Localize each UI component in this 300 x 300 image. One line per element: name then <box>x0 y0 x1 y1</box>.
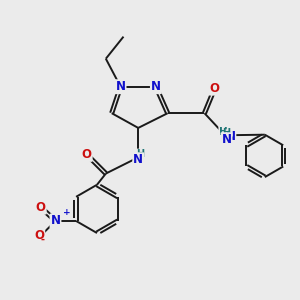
Text: H: H <box>219 127 228 137</box>
Text: N: N <box>133 153 143 166</box>
Text: O: O <box>36 201 46 214</box>
Text: O: O <box>34 229 44 242</box>
Text: H: H <box>136 149 144 159</box>
Text: +: + <box>63 208 70 217</box>
Text: O: O <box>210 82 220 95</box>
Text: -: - <box>41 235 45 245</box>
Text: O: O <box>82 148 92 161</box>
Text: N: N <box>225 130 236 143</box>
Text: N: N <box>151 80 161 93</box>
Text: H: H <box>223 128 231 138</box>
Text: N: N <box>50 214 61 227</box>
Text: N: N <box>222 133 232 146</box>
Text: N: N <box>116 80 126 93</box>
